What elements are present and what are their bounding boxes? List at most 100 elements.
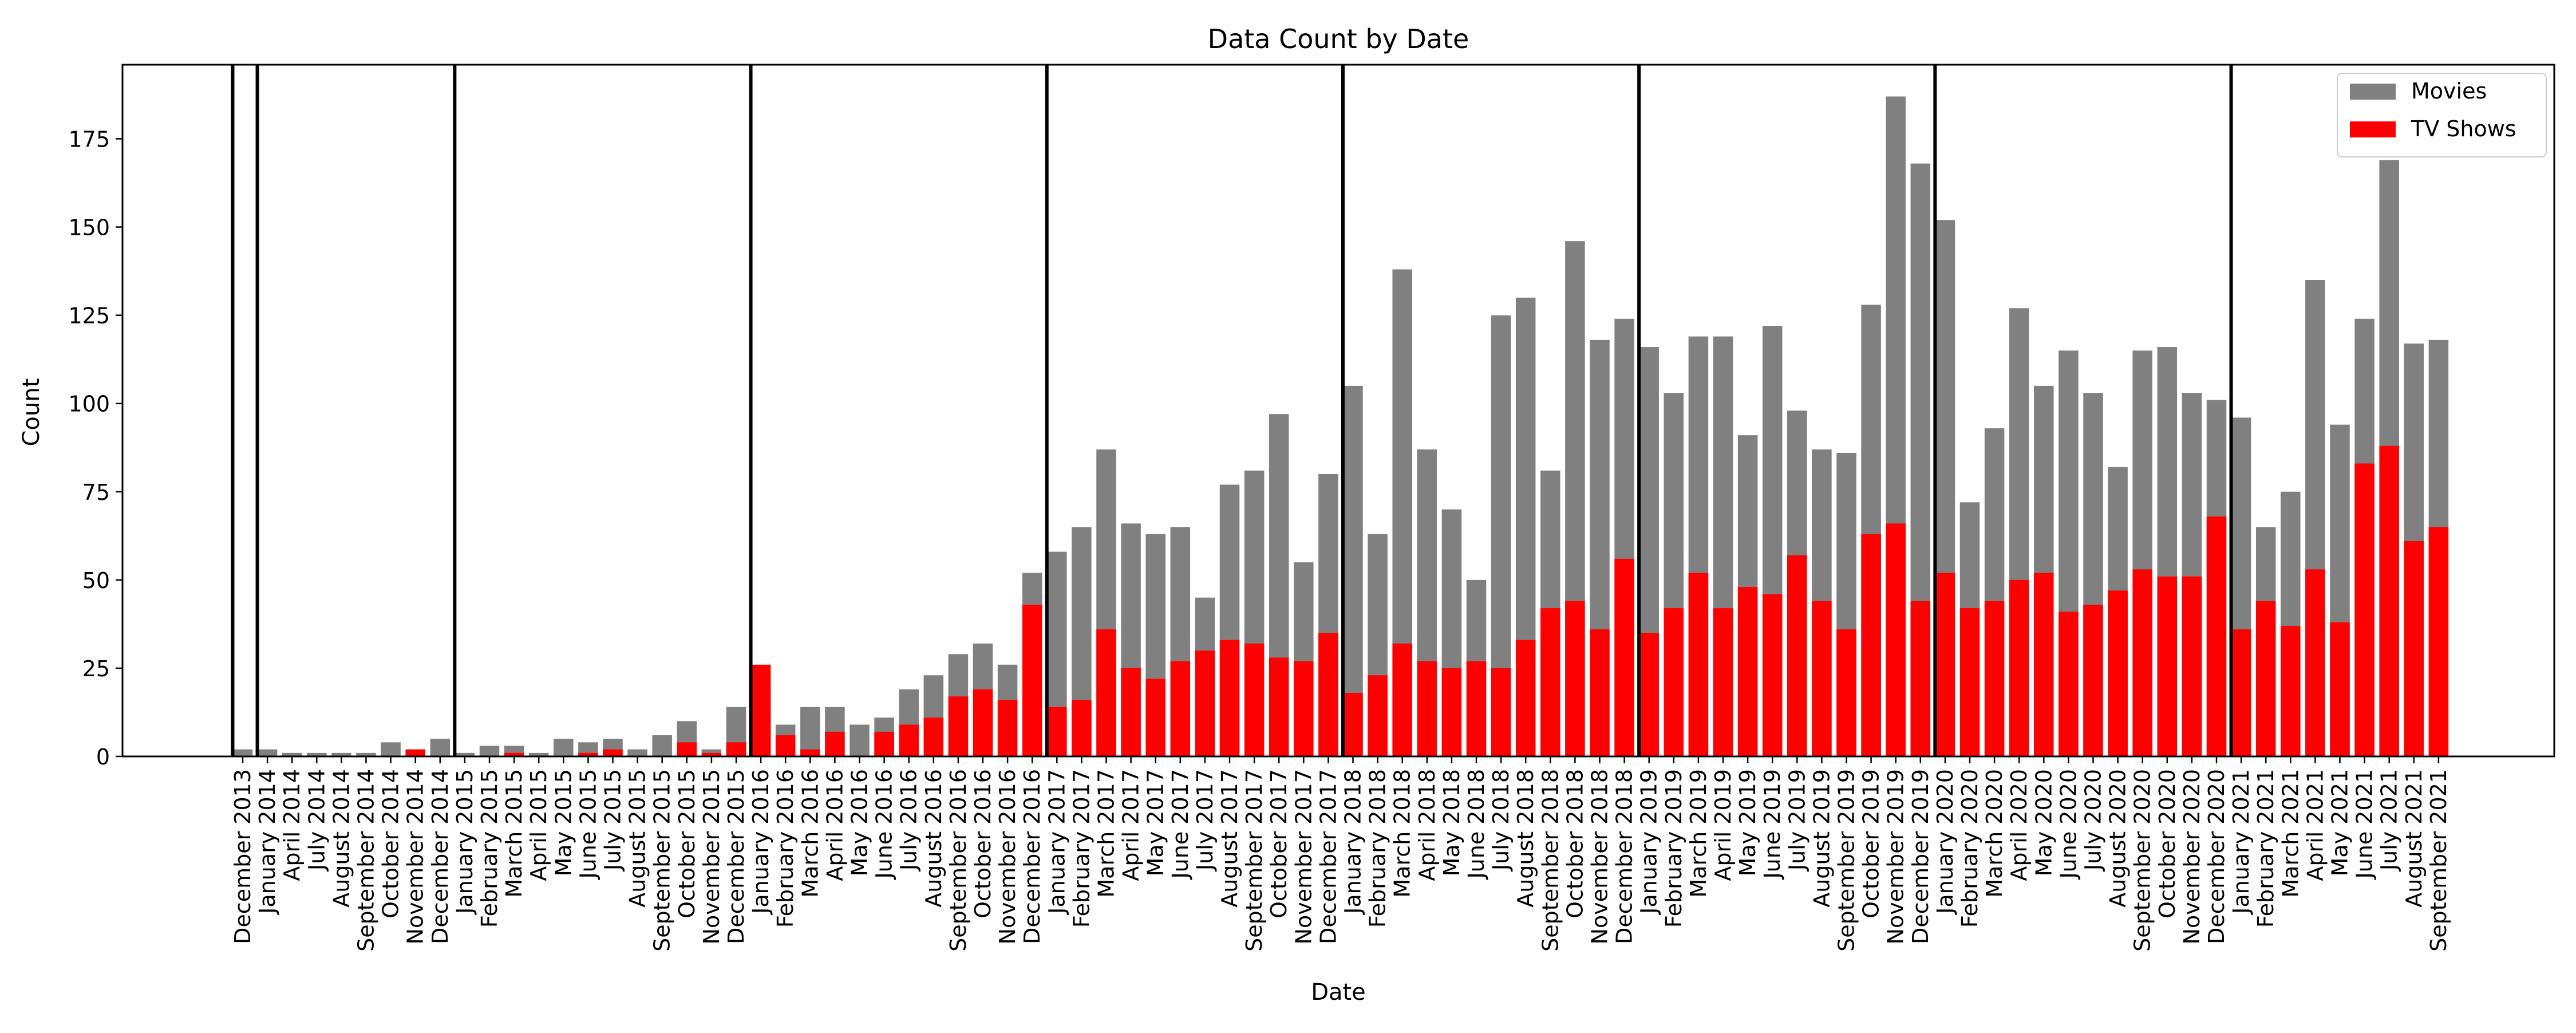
tv-shows-bar <box>2157 576 2178 756</box>
y-tick-label: 100 <box>68 392 110 417</box>
tv-shows-bar <box>1318 633 1338 756</box>
chart-title: Data Count by Date <box>1208 23 1469 54</box>
tv-shows-bar <box>2083 604 2103 756</box>
tv-shows-bar <box>923 717 944 756</box>
tv-shows-bar <box>1269 657 1289 756</box>
x-tick-label: September 2015 <box>650 769 675 952</box>
x-tick-label: March 2017 <box>1094 769 1119 898</box>
y-tick-label: 25 <box>82 656 110 681</box>
tv-shows-bar <box>1368 675 1388 756</box>
tv-shows-bar <box>1935 573 1955 756</box>
tv-shows-bar <box>1737 587 1758 756</box>
x-tick-label: September 2016 <box>946 769 971 952</box>
x-tick-label: May 2015 <box>551 769 576 876</box>
tv-shows-bar <box>2231 629 2251 756</box>
x-tick-label: December 2016 <box>1020 769 1045 944</box>
legend-swatch <box>2350 84 2396 100</box>
x-tick-label: March 2015 <box>501 769 527 898</box>
x-tick-label: January 2021 <box>2229 769 2254 915</box>
x-tick-label: October 2020 <box>2155 769 2180 918</box>
year-marker-lines <box>231 65 2233 756</box>
x-tick-label: October 2015 <box>674 769 700 918</box>
tv-shows-bar <box>997 700 1018 756</box>
tv-shows-bars <box>405 445 2449 756</box>
x-tick-label: November 2016 <box>995 769 1020 944</box>
movies-bar <box>627 749 647 756</box>
x-tick-label: December 2017 <box>1315 769 1341 944</box>
tv-shows-bar <box>750 664 771 756</box>
tv-shows-bar <box>825 731 845 756</box>
tv-shows-bar <box>1170 661 1191 756</box>
tv-shows-bar <box>1294 661 1314 756</box>
x-tick-label: December 2015 <box>724 769 749 944</box>
movies-bar <box>850 724 870 756</box>
x-tick-label: June 2020 <box>2056 769 2081 880</box>
x-tick-label: February 2018 <box>1365 769 1390 928</box>
movies-bar <box>331 752 351 756</box>
x-tick-label: January 2017 <box>1044 769 1069 915</box>
tv-shows-bar <box>1466 661 1487 756</box>
x-tick-label: August 2019 <box>1809 769 1834 908</box>
x-tick-label: November 2020 <box>2179 769 2204 944</box>
movies-bar <box>455 752 475 756</box>
x-tick-label: June 2019 <box>1760 769 1785 880</box>
x-tick-label: January 2020 <box>1933 769 1958 915</box>
movies-bar <box>554 739 574 756</box>
x-tick-label: January 2014 <box>255 769 280 915</box>
x-tick-label: November 2018 <box>1587 769 1613 944</box>
tv-shows-bar <box>1861 534 1881 756</box>
x-tick-label: June 2018 <box>1464 769 1489 880</box>
tv-shows-bar <box>973 689 993 756</box>
x-tick-label: May 2018 <box>1439 769 1464 876</box>
x-tick-label: July 2015 <box>600 769 626 872</box>
x-tick-label: August 2015 <box>625 769 650 908</box>
tv-shows-bar <box>2281 625 2301 756</box>
x-tick-label: July 2019 <box>1784 769 1809 872</box>
tv-shows-bar <box>1491 668 1511 756</box>
tv-shows-bar <box>1836 629 1856 756</box>
x-tick-label: April 2021 <box>2302 769 2328 881</box>
movies-bar <box>232 749 253 756</box>
tv-shows-bar <box>1984 601 2005 756</box>
tv-shows-bar <box>603 749 623 756</box>
x-tick-label: July 2017 <box>1192 769 1218 872</box>
x-tick-label: February 2017 <box>1069 769 1094 928</box>
x-tick-label: December 2013 <box>230 769 255 944</box>
tv-shows-bar <box>1590 629 1610 756</box>
x-tick-label: April 2016 <box>822 769 847 881</box>
tv-shows-bar <box>405 749 425 756</box>
x-tick-label: December 2019 <box>1908 769 1933 944</box>
y-tick-label: 0 <box>96 744 110 770</box>
x-tick-label: April 2015 <box>526 769 551 881</box>
x-tick-label: October 2019 <box>1859 769 1884 918</box>
x-tick-label: July 2016 <box>896 769 922 872</box>
tv-shows-bar <box>2182 576 2202 756</box>
tv-shows-bar <box>800 749 820 756</box>
movies-bar <box>800 707 820 756</box>
movies-bar <box>430 739 451 756</box>
tv-shows-bar <box>1812 601 1832 756</box>
y-tick-label: 150 <box>68 215 110 240</box>
tv-shows-bar <box>1614 558 1634 756</box>
movies-bar <box>381 742 401 756</box>
tv-shows-bar <box>899 724 919 756</box>
x-tick-label: September 2014 <box>354 769 379 952</box>
tv-shows-bar <box>1639 633 1659 756</box>
tv-shows-bar <box>1022 604 1042 756</box>
x-tick-label: February 2021 <box>2253 769 2278 928</box>
tv-shows-bar <box>1540 608 1560 756</box>
y-axis-label: Count <box>18 378 45 447</box>
tv-shows-bar <box>1688 573 1709 756</box>
x-tick-label: March 2018 <box>1390 769 1415 898</box>
x-tick-label: June 2017 <box>1168 769 1193 880</box>
tv-shows-bar <box>1886 523 1906 756</box>
tv-shows-bar <box>701 752 722 756</box>
x-tick-label: June 2021 <box>2352 769 2377 880</box>
tv-shows-bar <box>1713 608 1733 756</box>
tv-shows-bar <box>1047 707 1067 756</box>
x-tick-label: September 2017 <box>1242 769 1267 952</box>
tv-shows-bar <box>1417 661 1437 756</box>
x-tick-label: June 2015 <box>575 769 600 880</box>
x-tick-label: August 2014 <box>329 769 354 908</box>
